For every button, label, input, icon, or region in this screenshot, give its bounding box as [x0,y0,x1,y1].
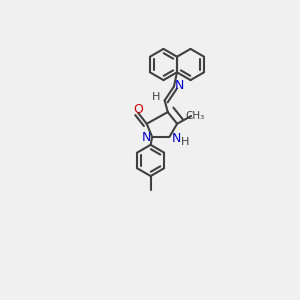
Text: N: N [142,130,152,143]
Text: CH₃: CH₃ [185,111,205,121]
Text: H: H [152,92,160,102]
Text: N: N [172,132,182,145]
Text: H: H [181,137,189,147]
Text: O: O [133,103,143,116]
Text: N: N [175,79,184,92]
